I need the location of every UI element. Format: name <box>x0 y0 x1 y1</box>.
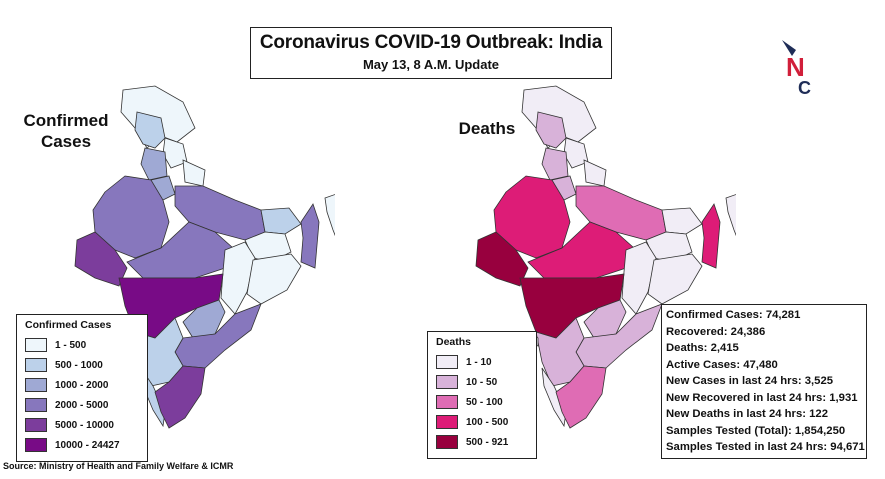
region-tamil-nadu <box>555 365 607 429</box>
deaths-legend-swatch <box>436 355 458 369</box>
deaths-legend-row: 500 - 921 <box>436 432 528 452</box>
page-subtitle: May 13, 8 A.M. Update <box>362 57 500 72</box>
deaths-legend-label: 10 - 50 <box>466 376 498 388</box>
region-gujarat <box>74 231 128 287</box>
source-note: Source: Ministry of Health and Family We… <box>3 461 234 471</box>
region-west-bengal <box>701 203 721 269</box>
region-tamil-nadu <box>154 365 206 429</box>
region-gujarat <box>475 231 529 287</box>
region-odisha <box>246 253 302 305</box>
deaths-legend: Deaths 1 - 10 10 - 50 50 - 100 100 - 500 500… <box>427 331 537 459</box>
confirmed-legend-swatch <box>25 438 47 452</box>
deaths-legend-label: 500 - 921 <box>466 436 509 448</box>
stat-line: Samples Tested in last 24 hrs: 94,671 <box>666 441 865 453</box>
deaths-legend-label: 100 - 500 <box>466 416 509 428</box>
deaths-legend-row: 1 - 10 <box>436 352 528 372</box>
deaths-legend-row: 50 - 100 <box>436 392 528 412</box>
confirmed-label-line1: Confirmed <box>23 111 109 130</box>
confirmed-legend-swatch <box>25 398 47 412</box>
nc-logo-icon: N C <box>782 40 811 98</box>
confirmed-legend-label: 1 - 500 <box>55 339 87 351</box>
deaths-legend-swatch <box>436 435 458 449</box>
region-northeast <box>324 194 335 237</box>
confirmed-legend-row: 5000 - 10000 <box>25 415 139 435</box>
stat-line: New Cases in last 24 hrs: 3,525 <box>666 375 834 387</box>
stats-box: Confirmed Cases: 74,281 Recovered: 24,38… <box>661 304 867 459</box>
stat-line: Deaths: 2,415 <box>666 342 739 354</box>
deaths-map <box>475 85 736 429</box>
deaths-legend-swatch <box>436 395 458 409</box>
deaths-legend-title: Deaths <box>436 336 472 348</box>
stat-line: Recovered: 24,386 <box>666 325 766 338</box>
deaths-legend-label: 1 - 10 <box>466 356 492 368</box>
confirmed-legend-label: 5000 - 10000 <box>55 419 114 431</box>
confirmed-legend-label: 2000 - 5000 <box>55 399 109 411</box>
confirmed-map-label: Confirmed Cases <box>6 110 126 152</box>
stat-line: New Deaths in last 24 hrs: 122 <box>666 408 828 420</box>
stat-line: New Recovered in last 24 hrs: 1,931 <box>666 391 858 404</box>
region-bihar <box>260 207 302 235</box>
confirmed-legend-row: 2000 - 5000 <box>25 395 139 415</box>
confirmed-legend-swatch <box>25 418 47 432</box>
confirmed-legend-row: 10000 - 24427 <box>25 435 139 455</box>
confirmed-legend-label: 10000 - 24427 <box>55 439 120 451</box>
region-uttarakhand <box>182 159 206 187</box>
page-title: Coronavirus COVID-19 Outbreak: India <box>259 32 603 53</box>
deaths-legend-swatch <box>436 415 458 429</box>
region-jammu-kashmir <box>535 111 567 149</box>
confirmed-legend: Confirmed Cases 1 - 500 500 - 1000 1000 - … <box>16 314 148 462</box>
region-jammu-kashmir <box>134 111 166 149</box>
title-box: Coronavirus COVID-19 Outbreak: India May… <box>250 27 612 79</box>
region-uttarakhand <box>583 159 607 187</box>
confirmed-legend-row: 500 - 1000 <box>25 355 139 375</box>
confirmed-legend-swatch <box>25 338 47 352</box>
deaths-legend-label: 50 - 100 <box>466 396 503 408</box>
region-odisha <box>647 253 703 305</box>
region-west-bengal <box>300 203 320 269</box>
region-northeast <box>725 194 736 237</box>
confirmed-legend-row: 1000 - 2000 <box>25 375 139 395</box>
deaths-legend-row: 100 - 500 <box>436 412 528 432</box>
region-bihar <box>661 207 703 235</box>
confirmed-label-line2: Cases <box>40 132 92 151</box>
region-punjab <box>140 147 168 181</box>
confirmed-cases-map <box>74 85 335 429</box>
region-punjab <box>541 147 569 181</box>
svg-text:N: N <box>786 52 805 82</box>
stat-line: Active Cases: 47,480 <box>666 358 778 371</box>
confirmed-legend-swatch <box>25 378 47 392</box>
deaths-map-label: Deaths <box>458 119 516 138</box>
confirmed-legend-row: 1 - 500 <box>25 335 139 355</box>
stat-line: Confirmed Cases: 74,281 <box>666 309 801 321</box>
confirmed-legend-title: Confirmed Cases <box>25 319 112 331</box>
svg-text:C: C <box>798 78 811 98</box>
confirmed-legend-swatch <box>25 358 47 372</box>
deaths-legend-row: 10 - 50 <box>436 372 528 392</box>
deaths-legend-swatch <box>436 375 458 389</box>
stat-line: Samples Tested (Total): 1,854,250 <box>666 424 846 437</box>
confirmed-legend-label: 500 - 1000 <box>55 359 103 371</box>
region-kerala <box>541 367 567 428</box>
region-karnataka <box>535 317 585 387</box>
confirmed-legend-label: 1000 - 2000 <box>55 379 109 391</box>
